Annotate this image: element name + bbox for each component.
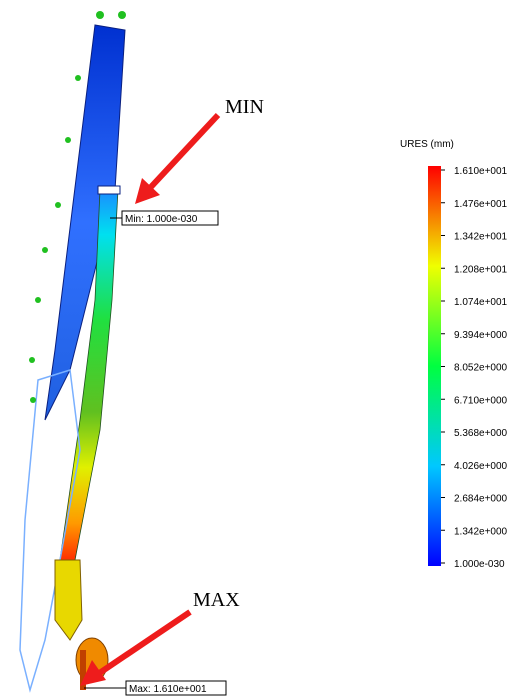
min-probe: Min: 1.000e-030 [110,211,218,225]
legend: URES (mm) 1.610e+001 1.476e+001 1.342e+001… [400,139,508,570]
legend-label: 1.610e+001 [454,166,508,177]
legend-label: 1.476e+001 [454,199,508,210]
legend-title: URES (mm) [400,139,454,150]
legend-label: 1.208e+001 [454,264,508,275]
color-bar [428,166,441,566]
legend-label: 1.000e-030 [454,559,505,570]
max-probe-text: Max: 1.610e+001 [129,684,207,695]
min-label: MIN [225,96,264,118]
legend-label: 8.052e+000 [454,363,508,374]
min-probe-text: Min: 1.000e-030 [125,214,198,225]
legend-label: 5.368e+000 [454,428,508,439]
min-arrow: MIN [135,96,264,204]
max-probe: Max: 1.610e+001 [84,681,226,695]
screenshot: MIN MAX Min: 1.000e-030 Max: 1.610e+001 … [0,0,521,699]
legend-label: 9.394e+000 [454,330,508,341]
max-label: MAX [193,589,240,611]
legend-label: 1.342e+001 [454,232,508,243]
max-arrow: MAX [80,589,240,686]
legend-label: 6.710e+000 [454,395,508,406]
model [20,11,126,690]
legend-label: 1.342e+000 [454,526,508,537]
legend-label: 2.684e+000 [454,494,508,505]
legend-label: 4.026e+000 [454,461,508,472]
legend-label: 1.074e+001 [454,297,508,308]
